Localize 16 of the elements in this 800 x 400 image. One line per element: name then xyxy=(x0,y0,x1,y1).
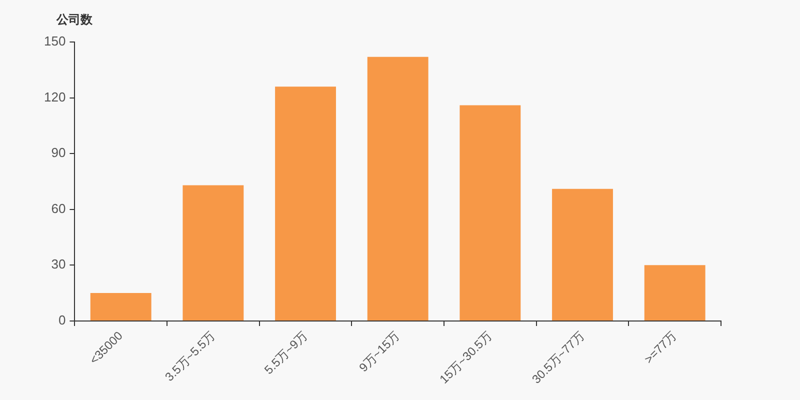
bar xyxy=(367,56,428,320)
x-tick-label: 9万~15万 xyxy=(356,328,402,375)
x-tick-label: 5.5万~9万 xyxy=(262,328,310,377)
y-tick-label: 120 xyxy=(44,89,66,104)
bar xyxy=(460,105,521,320)
y-axis-title: 公司数 xyxy=(56,12,94,26)
y-tick-label: 90 xyxy=(51,145,66,160)
y-tick-label: 0 xyxy=(58,312,66,328)
bar xyxy=(275,86,336,320)
y-tick-label: 30 xyxy=(51,256,66,272)
bar xyxy=(552,188,613,320)
y-tick-label: 60 xyxy=(51,200,66,216)
bar xyxy=(182,185,244,320)
bar xyxy=(90,293,152,320)
bar xyxy=(644,265,706,320)
y-tick-label: 150 xyxy=(44,34,66,49)
